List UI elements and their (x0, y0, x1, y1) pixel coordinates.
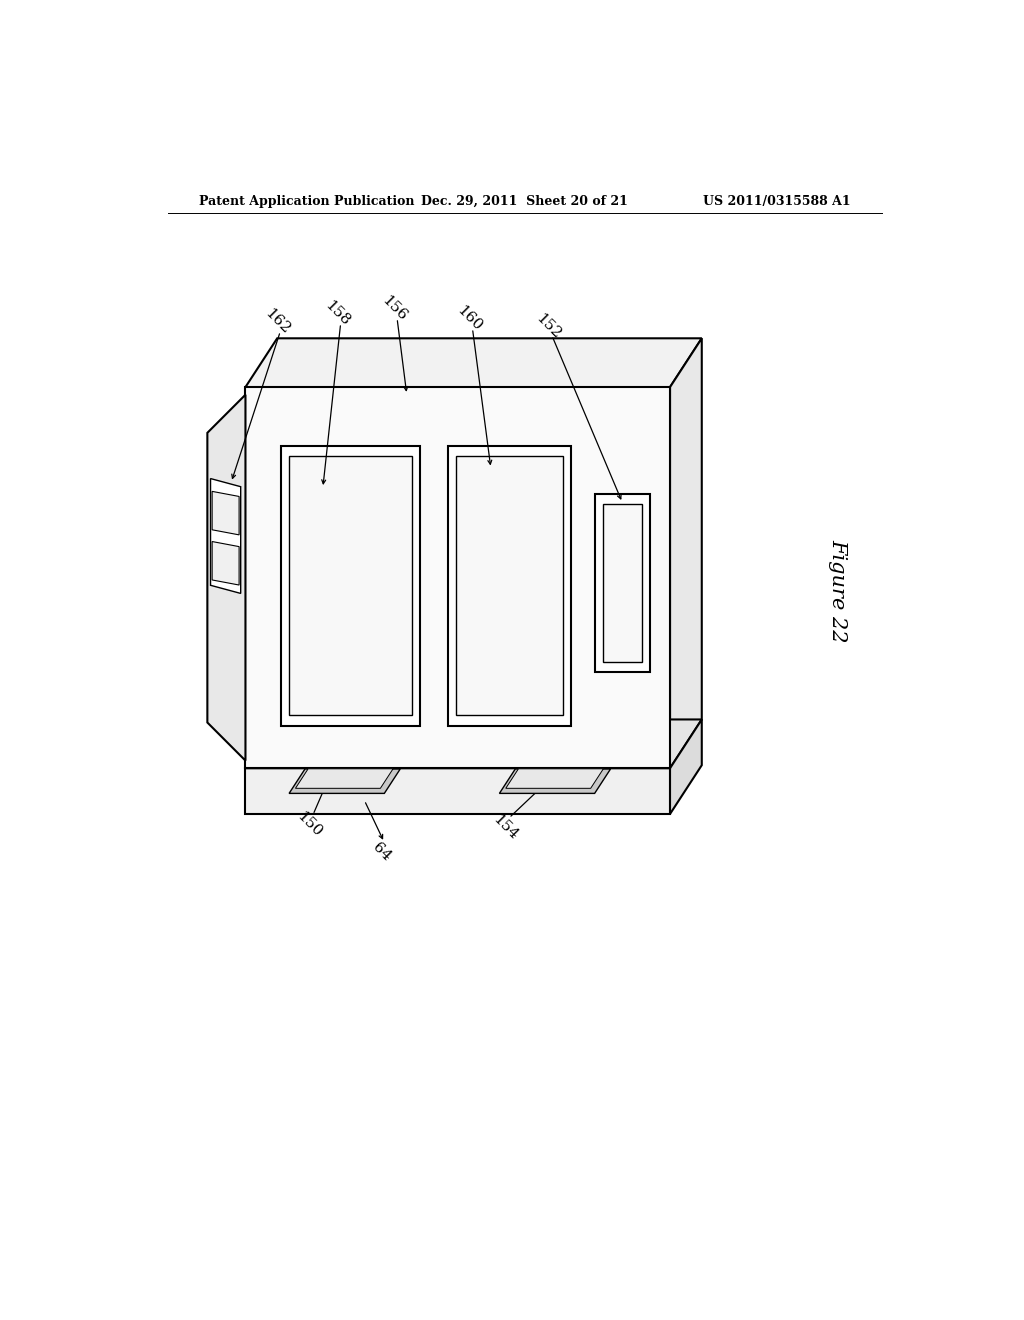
Text: 158: 158 (323, 298, 352, 329)
Text: Patent Application Publication: Patent Application Publication (200, 194, 415, 207)
Bar (282, 446, 420, 726)
Bar (595, 494, 650, 672)
Text: Figure 22: Figure 22 (828, 539, 848, 642)
Polygon shape (670, 338, 701, 768)
Polygon shape (212, 541, 239, 585)
Bar (447, 446, 570, 726)
Polygon shape (506, 768, 603, 788)
Text: 154: 154 (489, 812, 520, 842)
Text: 156: 156 (379, 293, 410, 325)
Text: 160: 160 (454, 304, 484, 334)
Polygon shape (246, 719, 701, 768)
Text: 152: 152 (534, 310, 564, 342)
Polygon shape (246, 768, 670, 814)
Text: 150: 150 (294, 809, 325, 840)
Polygon shape (289, 770, 400, 793)
Bar (246, 387, 670, 768)
Polygon shape (246, 338, 701, 387)
Polygon shape (500, 770, 610, 793)
Text: 64: 64 (370, 840, 394, 863)
Text: 162: 162 (262, 306, 293, 337)
Bar (289, 457, 412, 715)
Text: US 2011/0315588 A1: US 2011/0315588 A1 (702, 194, 850, 207)
Bar (602, 504, 642, 661)
Bar (456, 457, 563, 715)
Polygon shape (296, 768, 393, 788)
Text: Dec. 29, 2011  Sheet 20 of 21: Dec. 29, 2011 Sheet 20 of 21 (421, 194, 629, 207)
Polygon shape (670, 719, 701, 814)
Polygon shape (212, 491, 239, 535)
Polygon shape (207, 395, 246, 760)
Polygon shape (211, 479, 241, 594)
